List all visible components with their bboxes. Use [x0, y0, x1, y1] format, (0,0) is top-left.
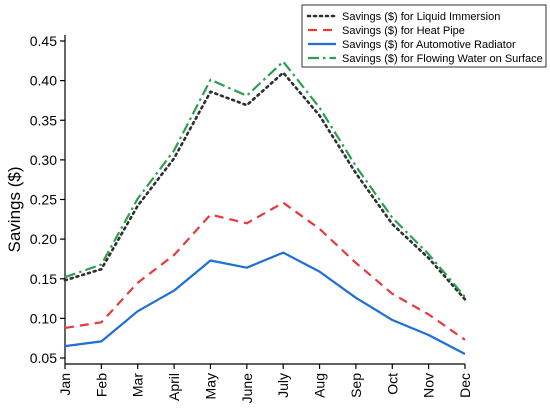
x-tick-label: Mar: [130, 373, 146, 397]
series-line-1: [64, 201, 466, 341]
y-tick-label: 0.10: [30, 310, 57, 326]
x-tick-label: July: [275, 373, 291, 398]
x-tick-label: April: [166, 373, 182, 401]
y-tick-label: 0.35: [30, 112, 57, 128]
y-tick-label: 0.15: [30, 271, 57, 287]
x-tick-label: Dec: [457, 373, 473, 398]
x-tick-label: Sep: [348, 373, 364, 398]
y-tick-label: 0.30: [30, 152, 57, 168]
x-tick-label: May: [202, 373, 218, 399]
series-layer: [63, 60, 467, 355]
y-tick-label: 0.20: [30, 231, 57, 247]
y-tick-label: 0.05: [30, 350, 57, 366]
legend: Savings ($) for Liquid Immersion Savings …: [301, 4, 547, 68]
x-tick-label: Nov: [421, 373, 437, 398]
series-line-3: [64, 60, 466, 298]
x-tick-label: Oct: [384, 373, 400, 395]
y-tick-label: 0.40: [30, 73, 57, 89]
axes: [64, 35, 465, 365]
x-tick-label: Feb: [93, 373, 109, 397]
legend-label-1: Savings ($) for Heat Pipe: [342, 25, 465, 37]
legend-label-3: Savings ($) for Flowing Water on Surface: [342, 53, 543, 65]
legend-label-0: Savings ($) for Liquid Immersion: [342, 11, 500, 23]
x-tick-label: June: [239, 373, 255, 404]
legend-box: [301, 4, 547, 68]
series-line-2: [64, 251, 466, 355]
y-tick-label: 0.45: [30, 33, 57, 49]
x-ticks: Jan Feb Mar April May June July Aug Sep Oct Nov Dec: [57, 364, 473, 403]
y-ticks: 0.05 0.10 0.15 0.20 0.25 0.30 0.35 0.40 0.45: [30, 33, 65, 366]
y-tick-label: 0.25: [30, 192, 57, 208]
y-axis-title: Savings ($): [5, 167, 24, 253]
x-tick-label: Jan: [57, 373, 73, 396]
series-line-0: [63, 71, 467, 301]
x-tick-label: Aug: [312, 373, 328, 398]
legend-label-2: Savings ($) for Automotive Radiator: [342, 39, 516, 51]
